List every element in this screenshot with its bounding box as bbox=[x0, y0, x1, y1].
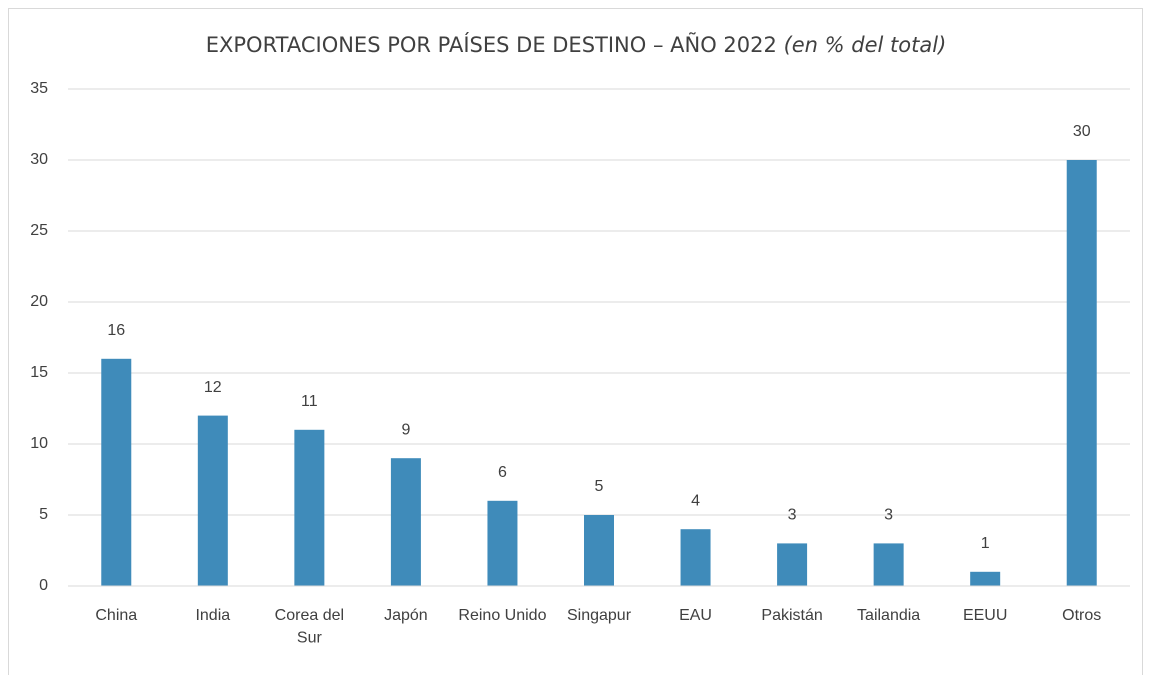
data-label: 3 bbox=[884, 507, 893, 524]
data-label: 3 bbox=[788, 507, 797, 524]
bar bbox=[777, 543, 808, 586]
y-tick-label: 25 bbox=[30, 222, 48, 239]
chart-subtitle: (en % del total) bbox=[784, 33, 947, 57]
chart-frame bbox=[8, 8, 1143, 675]
bar bbox=[1066, 160, 1097, 586]
bar bbox=[873, 543, 904, 586]
x-tick-label: Japón bbox=[384, 607, 428, 624]
data-label: 1 bbox=[981, 535, 990, 552]
x-tick-label: Tailandia bbox=[857, 607, 920, 624]
bar bbox=[197, 415, 228, 586]
data-label: 16 bbox=[107, 322, 125, 339]
data-label: 30 bbox=[1073, 123, 1091, 140]
x-tick-label: EEUU bbox=[963, 607, 1007, 624]
x-tick-label: Otros bbox=[1062, 607, 1101, 624]
y-tick-label: 5 bbox=[39, 506, 48, 523]
y-tick-label: 20 bbox=[30, 293, 48, 310]
x-tick-label: India bbox=[195, 607, 230, 624]
x-tick-label: Pakistán bbox=[761, 607, 822, 624]
x-tick-label: EAU bbox=[679, 607, 712, 624]
data-label: 12 bbox=[204, 379, 222, 396]
data-label: 5 bbox=[595, 478, 604, 495]
x-tick-label: Corea del Sur bbox=[275, 607, 344, 646]
chart-title: EXPORTACIONES POR PAÍSES DE DESTINO – AÑ… bbox=[206, 31, 777, 57]
bar bbox=[294, 429, 325, 586]
bar bbox=[584, 515, 614, 586]
bar bbox=[970, 571, 1001, 586]
y-tick-label: 15 bbox=[30, 364, 48, 381]
data-label: 11 bbox=[301, 393, 318, 410]
y-tick-label: 30 bbox=[30, 151, 48, 168]
chart-title-line: EXPORTACIONES POR PAÍSES DE DESTINO – AÑ… bbox=[206, 31, 947, 57]
y-tick-label: 10 bbox=[30, 435, 48, 452]
data-label: 4 bbox=[691, 492, 700, 509]
data-label: 6 bbox=[498, 464, 507, 481]
bar bbox=[101, 358, 132, 586]
y-tick-label: 0 bbox=[39, 577, 48, 594]
x-tick-label: Reino Unido bbox=[458, 607, 546, 624]
data-label: 9 bbox=[401, 421, 410, 438]
bar bbox=[680, 529, 711, 586]
y-tick-label: 35 bbox=[30, 80, 48, 97]
x-tick-label: Singapur bbox=[567, 607, 632, 624]
bar bbox=[390, 458, 421, 586]
bar bbox=[487, 500, 518, 586]
x-tick-label: China bbox=[95, 607, 137, 624]
